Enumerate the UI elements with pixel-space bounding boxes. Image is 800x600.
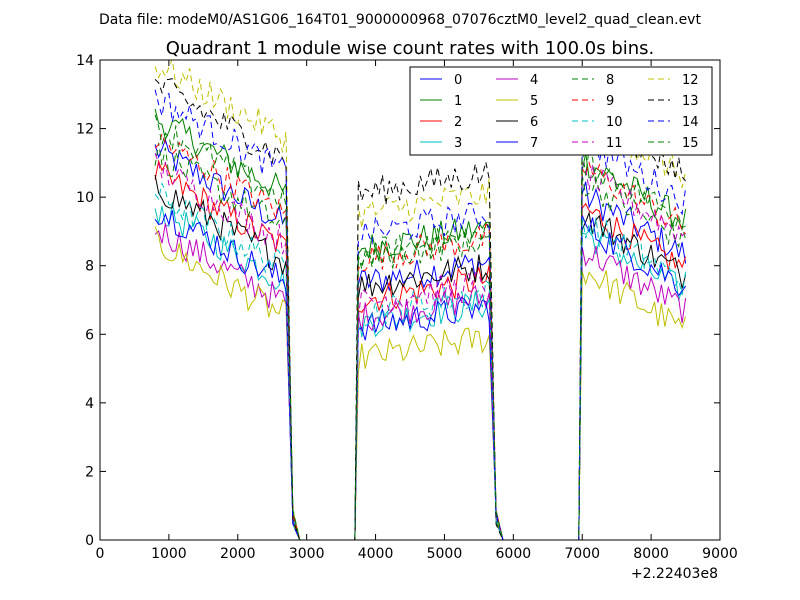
x-tick-label: 6000 bbox=[496, 546, 532, 562]
y-tick-label: 12 bbox=[76, 122, 94, 138]
x-tick-label: 9000 bbox=[702, 546, 738, 562]
x-tick-label: 1000 bbox=[151, 546, 187, 562]
legend-label: 9 bbox=[606, 94, 614, 109]
axes-layer: 0 1000 2000 3000 4000 5000 6000 7000 8000 9000 0 2 4… bbox=[76, 53, 738, 562]
y-tick-label: 14 bbox=[76, 53, 94, 69]
plot-frame bbox=[99, 59, 721, 541]
x-tick-label: 0 bbox=[96, 546, 105, 562]
y-tick-label: 2 bbox=[85, 464, 94, 480]
series-line-1 bbox=[154, 108, 687, 540]
legend-label: 14 bbox=[682, 115, 699, 130]
legend-label: 15 bbox=[682, 136, 699, 151]
legend-label: 10 bbox=[606, 115, 623, 130]
y-tick-label: 4 bbox=[85, 396, 94, 412]
x-tick-label: 7000 bbox=[564, 546, 600, 562]
legend-label: 3 bbox=[454, 136, 462, 151]
legend-label: 7 bbox=[530, 136, 538, 151]
legend-frame bbox=[409, 66, 713, 156]
y-tick-label: 8 bbox=[85, 259, 94, 275]
series-line-9 bbox=[154, 132, 686, 540]
legend-label: 6 bbox=[530, 115, 538, 130]
chart-title: Quadrant 1 module wise count rates with … bbox=[166, 38, 655, 59]
series-line-14 bbox=[154, 89, 687, 540]
series-line-11 bbox=[154, 153, 686, 540]
legend-label: 4 bbox=[530, 73, 538, 88]
legend-label: 8 bbox=[606, 73, 614, 88]
legend-label: 11 bbox=[606, 136, 623, 151]
series-line-12 bbox=[154, 60, 687, 540]
legend-label: 2 bbox=[454, 115, 462, 130]
series-line-4 bbox=[154, 223, 687, 540]
series-line-6 bbox=[154, 174, 687, 540]
series-line-15 bbox=[154, 114, 686, 540]
x-tick-label: 4000 bbox=[358, 546, 394, 562]
x-offset-label: +2.22403e8 bbox=[631, 566, 718, 582]
x-tick-label: 5000 bbox=[427, 546, 463, 562]
legend-label: 13 bbox=[682, 94, 699, 109]
y-tick-label: 6 bbox=[85, 327, 94, 343]
series-line-0 bbox=[154, 138, 687, 540]
legend-label: 5 bbox=[530, 94, 538, 109]
series-line-8 bbox=[154, 142, 687, 540]
series-line-7 bbox=[154, 210, 687, 540]
legend-label: 0 bbox=[454, 73, 462, 88]
legend-label: 12 bbox=[682, 73, 699, 88]
legend-label: 1 bbox=[454, 94, 462, 109]
series-line-2 bbox=[154, 159, 687, 540]
series-line-10 bbox=[154, 181, 687, 540]
suptitle: Data file: modeM0/AS1G06_164T01_90000009… bbox=[99, 12, 701, 28]
y-tick-label: 0 bbox=[85, 533, 94, 549]
x-tick-label: 2000 bbox=[220, 546, 256, 562]
y-tick-label: 10 bbox=[76, 190, 94, 206]
series-line-5 bbox=[154, 226, 687, 540]
x-tick-label: 8000 bbox=[633, 546, 669, 562]
series-line-3 bbox=[154, 202, 686, 540]
x-tick-label: 3000 bbox=[289, 546, 325, 562]
